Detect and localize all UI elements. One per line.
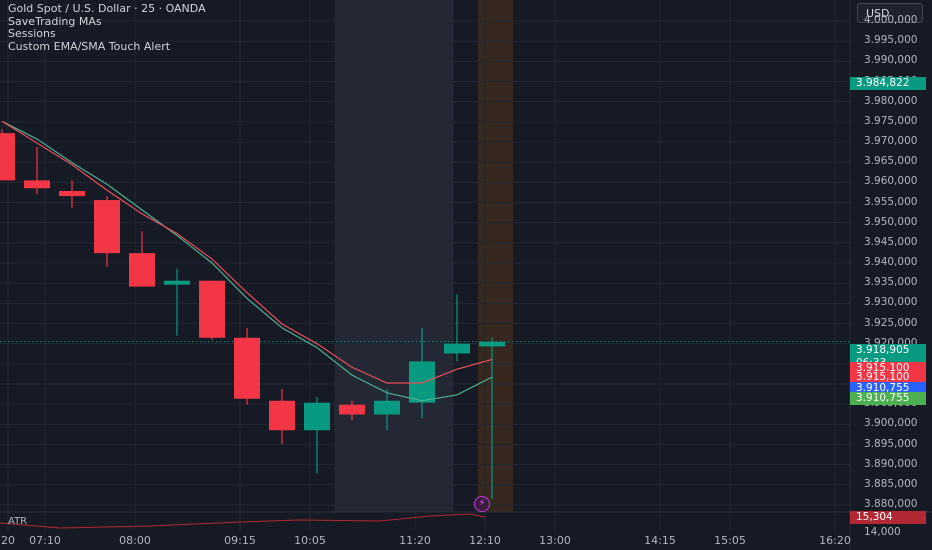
indicator-sessions[interactable]: Sessions [8, 27, 56, 40]
price-axis-label: 3.935,000 [864, 276, 918, 289]
price-axis-label: 3.880,000 [864, 498, 918, 510]
time-axis-label: 15:05 [714, 534, 746, 547]
time-axis-label: 07:10 [29, 534, 61, 547]
session-zone-grey [334, 0, 454, 512]
time-axis-label: 10:05 [294, 534, 326, 547]
candle-body [59, 190, 85, 197]
time-axis-label: 12:10 [469, 534, 501, 547]
time-axis-label: 09:15 [224, 534, 256, 547]
price-axis-label: 3.945,000 [864, 235, 918, 248]
price-axis-label: 3.930,000 [864, 296, 918, 309]
session-zone-orange [478, 0, 513, 512]
price-tag-top: 3.984,822 [850, 77, 926, 90]
candle-body [444, 343, 470, 354]
time-axis-label: 20 [1, 534, 15, 547]
time-axis-label: 14:15 [644, 534, 676, 547]
indicator-ema-sma-touch-alert[interactable]: Custom EMA/SMA Touch Alert [8, 39, 171, 53]
candle-body [164, 280, 190, 285]
price-axis-label: 3.965,000 [864, 155, 918, 168]
candle-body [199, 280, 225, 338]
candle-body [339, 404, 365, 415]
candle-body [479, 341, 505, 347]
price-axis-label: 3.980,000 [864, 94, 918, 107]
candle-body [304, 402, 330, 431]
candle-body [269, 400, 295, 431]
candle-body [24, 180, 50, 189]
time-axis-label: 13:00 [539, 534, 571, 547]
indicator-savetrading-mas[interactable]: SaveTrading MAs [8, 14, 102, 28]
atr-axis-label: 14,000 [864, 526, 901, 538]
chart-legend: Gold Spot / U.S. Dollar · 25 · OANDA Sav… [8, 2, 206, 53]
price-axis-label: 3.900,000 [864, 417, 918, 430]
time-axis-label: 11:20 [399, 534, 431, 547]
ma-line-green [1, 120, 493, 402]
candle-body [0, 133, 15, 181]
price-axis-label: 3.885,000 [864, 477, 918, 490]
time-axis-label: 08:00 [119, 534, 151, 547]
atr-pane-label[interactable]: ATR [8, 516, 28, 527]
symbol-title[interactable]: Gold Spot / U.S. Dollar · 25 · OANDA [8, 2, 206, 15]
ma-tag-green: 3.910,755 [850, 392, 926, 405]
price-axis-label: 3.960,000 [864, 175, 918, 188]
ma-line-red [1, 120, 493, 384]
price-axis-label: 3.950,000 [864, 215, 918, 228]
price-axis-label: 3.970,000 [864, 135, 918, 147]
candle-body [374, 400, 400, 415]
price-axis-label: 3.890,000 [864, 457, 918, 470]
lightning-icon[interactable]: ⚡ [474, 496, 490, 512]
price-axis-label: 3.940,000 [864, 256, 918, 268]
price-axis-label: 4.000,000 [864, 14, 918, 26]
ma-tag-red-2: 3.915,100 [850, 371, 926, 384]
currency-button[interactable]: USD [857, 3, 923, 23]
atr-line [0, 513, 486, 529]
price-axis-label: 3.995,000 [864, 34, 918, 47]
last-price-value: 3.918,905 [856, 344, 910, 356]
ma-tag-blue: 3.910,755 [850, 382, 926, 395]
atr-value-tag: 15,304 [850, 511, 926, 524]
price-axis-label: 3.895,000 [864, 437, 918, 450]
price-axis-label: 3.990,000 [864, 54, 918, 67]
candle-body [94, 200, 120, 254]
candle-body [409, 361, 435, 403]
price-axis-label: 3.925,000 [864, 316, 918, 329]
price-axis-label: 3.975,000 [864, 114, 918, 127]
time-axis-label: 16:20 [819, 534, 851, 547]
candle-body [234, 337, 260, 399]
candle-body [129, 253, 155, 287]
price-axis-label: 3.955,000 [864, 195, 918, 208]
